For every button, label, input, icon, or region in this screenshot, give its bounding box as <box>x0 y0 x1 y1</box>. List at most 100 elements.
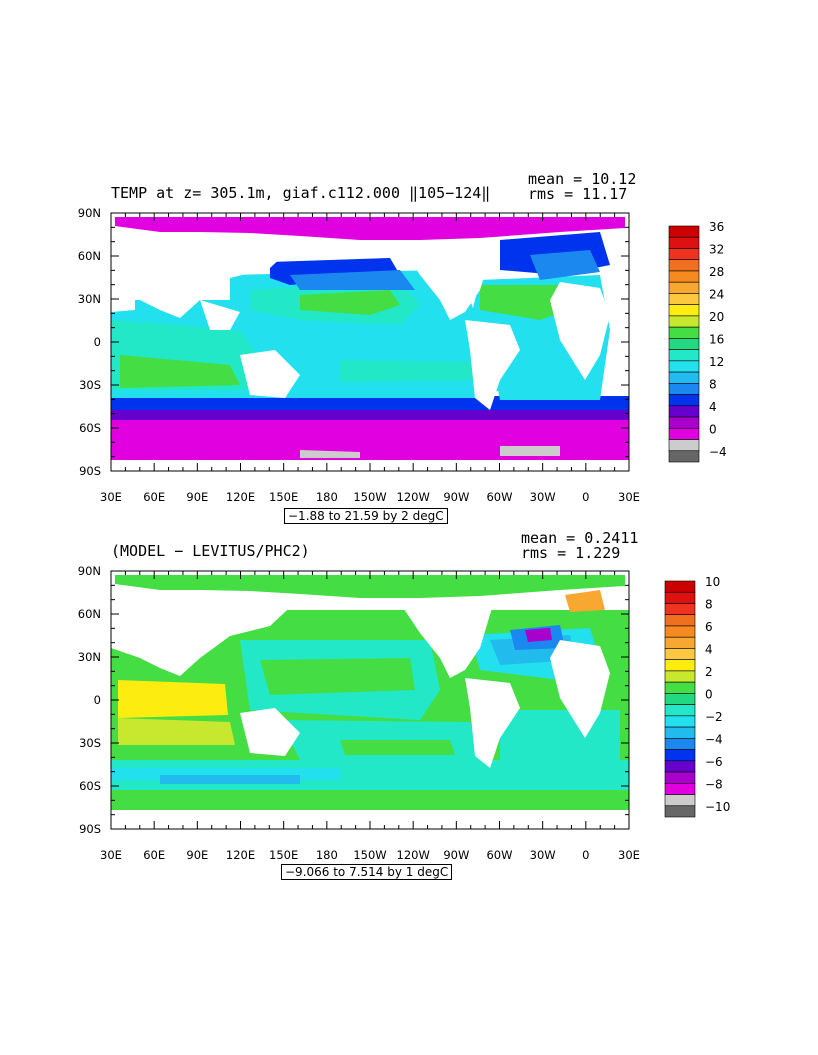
y-tick-label: 0 <box>94 693 101 707</box>
x-tick-label: 60E <box>143 490 165 504</box>
colorbar-label: 8 <box>709 377 717 391</box>
colorbar-label: 36 <box>709 220 724 234</box>
colorbar-swatch <box>668 259 700 272</box>
x-tick-label: 30W <box>530 848 556 862</box>
x-tick-label: 0 <box>582 490 589 504</box>
colorbar-swatch <box>664 782 696 795</box>
x-tick-label: 180 <box>316 848 338 862</box>
panel2-mean: mean = 0.2411 <box>521 529 639 547</box>
panel1-colorbar: 36 32 28 24 20 16 12 8 4 0 −4 <box>668 220 727 463</box>
colorbar-label: −8 <box>705 777 723 791</box>
colorbar-label: −10 <box>705 800 730 814</box>
colorbar-swatch <box>664 749 696 762</box>
colorbar-label: −6 <box>705 755 723 769</box>
colorbar-swatch <box>664 659 696 672</box>
panel1-map: 30E 60E 90E 120E 150E 180 150W 120W 90W 60W 30W 0 30… <box>78 206 640 504</box>
colorbar-swatch <box>668 281 700 294</box>
x-tick-label: 120W <box>397 490 430 504</box>
colorbar-label: 0 <box>709 422 717 436</box>
colorbar-swatch <box>664 794 696 807</box>
colorbar-swatch <box>664 693 696 705</box>
y-tick-label: 60S <box>79 421 101 435</box>
colorbar-swatch <box>668 427 700 440</box>
colorbar-label: 2 <box>705 665 713 679</box>
y-tick-label: 60N <box>78 607 101 621</box>
x-tick-label: 60E <box>143 848 165 862</box>
colorbar-swatch <box>664 580 696 593</box>
colorbar-swatch <box>664 591 696 604</box>
colorbar-label: 12 <box>709 355 724 369</box>
x-tick-label: 60W <box>486 490 512 504</box>
colorbar-swatch <box>664 805 696 818</box>
colorbar-swatch <box>664 715 696 728</box>
x-tick-label: 30W <box>530 490 556 504</box>
colorbar-swatch <box>664 636 696 649</box>
y-tick-label: 0 <box>94 335 101 349</box>
colorbar-swatch <box>668 338 700 350</box>
panel2-title: (MODEL − LEVITUS/PHC2) <box>111 542 310 560</box>
colorbar-swatch <box>668 371 700 384</box>
colorbar-swatch <box>664 670 696 683</box>
colorbar-swatch <box>668 248 700 261</box>
x-tick-label: 60W <box>486 848 512 862</box>
colorbar-swatch <box>668 225 700 238</box>
colorbar-label: 20 <box>709 310 724 324</box>
colorbar-swatch <box>664 614 696 627</box>
colorbar-swatch <box>668 416 700 429</box>
colorbar-swatch <box>664 603 696 616</box>
colorbar-label: 32 <box>709 242 724 256</box>
x-tick-label: 30E <box>100 848 122 862</box>
colorbar-label: 10 <box>705 575 720 589</box>
colorbar-swatch <box>668 383 700 395</box>
x-tick-label: 150E <box>269 490 298 504</box>
x-tick-label: 30E <box>618 490 640 504</box>
x-tick-label: 150W <box>353 848 386 862</box>
colorbar-swatch <box>668 394 700 407</box>
x-tick-label: 120E <box>226 848 255 862</box>
y-tick-label: 90S <box>79 822 101 836</box>
x-tick-label: 90E <box>186 848 208 862</box>
colorbar-label: 28 <box>709 265 724 279</box>
panel1-contour-info: −1.88 to 21.59 by 2 degC <box>284 508 448 524</box>
colorbar-swatch <box>664 648 696 660</box>
colorbar-swatch <box>668 360 700 373</box>
y-tick-label: 30S <box>79 378 101 392</box>
panel2-rms: rms = 1.229 <box>521 544 621 562</box>
y-tick-label: 30S <box>79 736 101 750</box>
colorbar-swatch <box>668 439 700 452</box>
x-tick-label: 90W <box>443 490 469 504</box>
colorbar-swatch <box>668 326 700 339</box>
panel2-contour-info: −9.066 to 7.514 by 1 degC <box>281 864 453 880</box>
colorbar-swatch <box>668 304 700 317</box>
x-tick-label: 150W <box>353 490 386 504</box>
x-tick-label: 180 <box>316 490 338 504</box>
x-tick-label: 120W <box>397 848 430 862</box>
x-tick-label: 150E <box>269 848 298 862</box>
panel1-rms: rms = 11.17 <box>528 185 628 203</box>
colorbar-label: 8 <box>705 597 713 611</box>
colorbar-swatch <box>664 771 696 784</box>
colorbar-swatch <box>664 738 696 750</box>
colorbar-label: 4 <box>705 642 713 656</box>
x-tick-label: 120E <box>226 490 255 504</box>
colorbar-label: 24 <box>709 287 724 301</box>
y-tick-label: 90S <box>79 464 101 478</box>
colorbar-swatch <box>668 293 700 305</box>
x-tick-label: 30E <box>100 490 122 504</box>
colorbar-label: 0 <box>705 687 713 701</box>
colorbar-label: −4 <box>709 445 727 459</box>
colorbar-swatch <box>668 236 700 249</box>
colorbar-swatch <box>664 726 696 739</box>
panel2-colorbar: 10 8 6 4 2 0 −2 −4 −6 −8 −10 <box>664 575 730 818</box>
y-tick-label: 90N <box>78 564 101 578</box>
colorbar-swatch <box>668 450 700 463</box>
colorbar-swatch <box>664 760 696 773</box>
colorbar-label: 6 <box>705 620 713 634</box>
colorbar-swatch <box>668 349 700 362</box>
colorbar-swatch <box>664 704 696 717</box>
y-tick-label: 60N <box>78 249 101 263</box>
y-tick-label: 60S <box>79 779 101 793</box>
colorbar-swatch <box>668 270 700 283</box>
x-tick-label: 90E <box>186 490 208 504</box>
